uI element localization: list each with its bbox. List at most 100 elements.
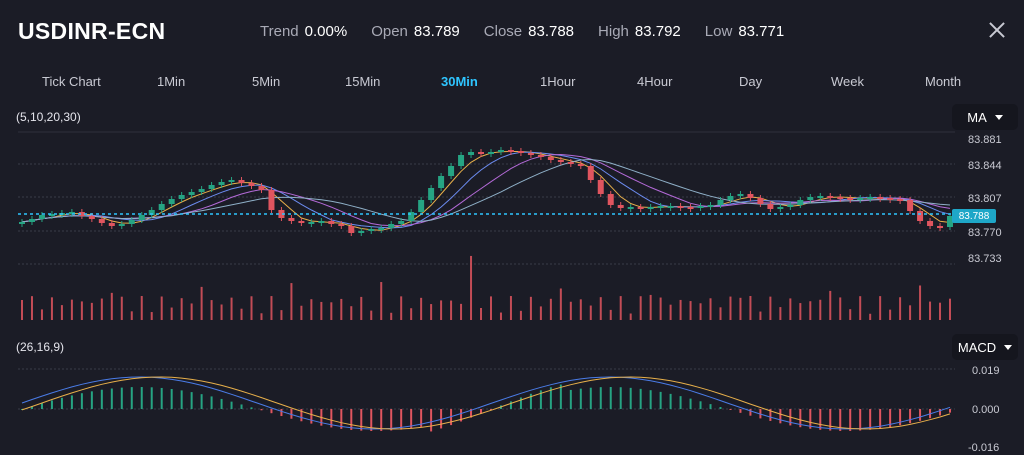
candle-body xyxy=(338,224,345,226)
volume-bar xyxy=(450,300,453,320)
tab-1hour[interactable]: 1Hour xyxy=(540,74,576,89)
macd-dropdown-label: MACD xyxy=(957,339,997,355)
tab-week[interactable]: Week xyxy=(831,74,864,89)
macd-histogram-bar xyxy=(709,404,712,409)
candle-body xyxy=(677,206,684,208)
stat-close: Close 83.788 xyxy=(483,23,575,40)
volume-bar xyxy=(220,304,223,320)
candle-body xyxy=(567,162,574,164)
candle-body xyxy=(278,210,285,218)
macd-histogram-bar xyxy=(529,393,532,409)
candle-body xyxy=(48,214,55,216)
macd-histogram-bar xyxy=(559,384,562,409)
volume-bar xyxy=(380,282,383,320)
candle-body xyxy=(737,194,744,196)
volume-bar xyxy=(350,306,353,320)
price-tick: 83.881 xyxy=(968,134,1002,146)
candle-body xyxy=(927,221,934,226)
macd-tick: -0.016 xyxy=(968,442,1000,454)
candle-body xyxy=(348,226,355,233)
tab-5min[interactable]: 5Min xyxy=(252,74,281,89)
macd-histogram xyxy=(21,384,951,432)
volume-bar xyxy=(360,296,363,320)
candle-body xyxy=(647,207,654,209)
tab-15min[interactable]: 15Min xyxy=(345,74,381,89)
candle-body xyxy=(188,192,195,195)
macd-histogram-bar xyxy=(719,406,722,409)
macd-histogram-bar xyxy=(120,387,123,409)
macd-histogram-bar xyxy=(689,398,692,409)
candle-body xyxy=(118,224,125,226)
candle-body xyxy=(108,223,115,226)
candle-body xyxy=(408,212,415,221)
candle-body xyxy=(78,212,85,216)
volume-bar xyxy=(739,297,742,320)
candle-body xyxy=(28,219,35,222)
macd-histogram-bar xyxy=(200,394,203,409)
volume-bar xyxy=(949,298,951,320)
candle-body xyxy=(487,152,494,154)
candle-body xyxy=(238,180,245,183)
macd-histogram-bar xyxy=(669,393,672,409)
macd-histogram-bar xyxy=(250,407,253,409)
candle-body xyxy=(877,197,884,199)
volume-bar xyxy=(110,292,113,320)
price-tick: 83.733 xyxy=(968,253,1002,265)
candle-body xyxy=(717,200,724,205)
ma-dropdown-label: MA xyxy=(967,109,987,125)
ma-line xyxy=(21,158,951,223)
candle-body xyxy=(767,204,774,209)
volume-bars xyxy=(21,255,951,320)
macd-histogram-bar xyxy=(489,409,492,410)
stat-low: Low 83.771 xyxy=(704,23,785,40)
volume-bar xyxy=(939,302,942,320)
volume-bar xyxy=(599,297,602,320)
volume-bar xyxy=(619,296,622,320)
tab-day[interactable]: Day xyxy=(739,74,763,89)
macd-histogram-bar xyxy=(859,409,862,431)
candle-body xyxy=(907,200,914,211)
macd-histogram-bar xyxy=(430,409,433,432)
macd-dropdown[interactable]: MACD xyxy=(952,334,1018,360)
chevron-down-icon xyxy=(1004,344,1013,350)
candle-body xyxy=(597,180,604,194)
macd-histogram-bar xyxy=(400,409,403,430)
volume-bar xyxy=(370,310,373,320)
macd-lines xyxy=(21,376,951,430)
candle-body xyxy=(268,190,275,210)
volume-bar xyxy=(80,301,83,320)
volume-bar xyxy=(929,301,932,320)
macd-histogram-bar xyxy=(869,409,872,430)
price-gridlines xyxy=(18,163,955,265)
candle-body xyxy=(867,197,874,199)
ma-dropdown[interactable]: MA xyxy=(952,104,1018,130)
tab-1min[interactable]: 1Min xyxy=(157,74,186,89)
macd-histogram-bar xyxy=(220,398,223,409)
ohlc-stats: Trend 0.00% Open 83.789 Close 83.788 High 83… xyxy=(260,23,784,40)
macd-histogram-bar xyxy=(410,409,413,429)
tab-month[interactable]: Month xyxy=(925,74,962,89)
candle-body xyxy=(398,221,405,224)
macd-histogram-bar xyxy=(839,409,842,431)
volume-bar xyxy=(400,296,403,320)
tab-tick-chart[interactable]: Tick Chart xyxy=(42,74,101,89)
tab-4hour[interactable]: 4Hour xyxy=(637,74,673,89)
candle-body xyxy=(497,150,504,152)
volume-bar xyxy=(160,296,163,320)
macd-histogram-bar xyxy=(340,409,343,429)
candle-body xyxy=(697,206,704,208)
volume-bar xyxy=(170,307,173,320)
macd-histogram-bar xyxy=(679,396,682,409)
candle-body xyxy=(707,205,714,207)
candle-body xyxy=(787,205,794,207)
candle-body xyxy=(478,152,485,154)
tab-30min[interactable]: 30Min xyxy=(441,74,478,89)
volume-bar xyxy=(709,298,712,320)
volume-bar xyxy=(579,299,582,320)
macd-histogram-bar xyxy=(210,396,213,409)
volume-bar xyxy=(849,309,852,320)
chart-header: USDINR-ECN Trend 0.00% Open 83.789 Close 83… xyxy=(0,0,1024,64)
candle-body xyxy=(757,198,764,204)
volume-bar xyxy=(659,297,662,320)
